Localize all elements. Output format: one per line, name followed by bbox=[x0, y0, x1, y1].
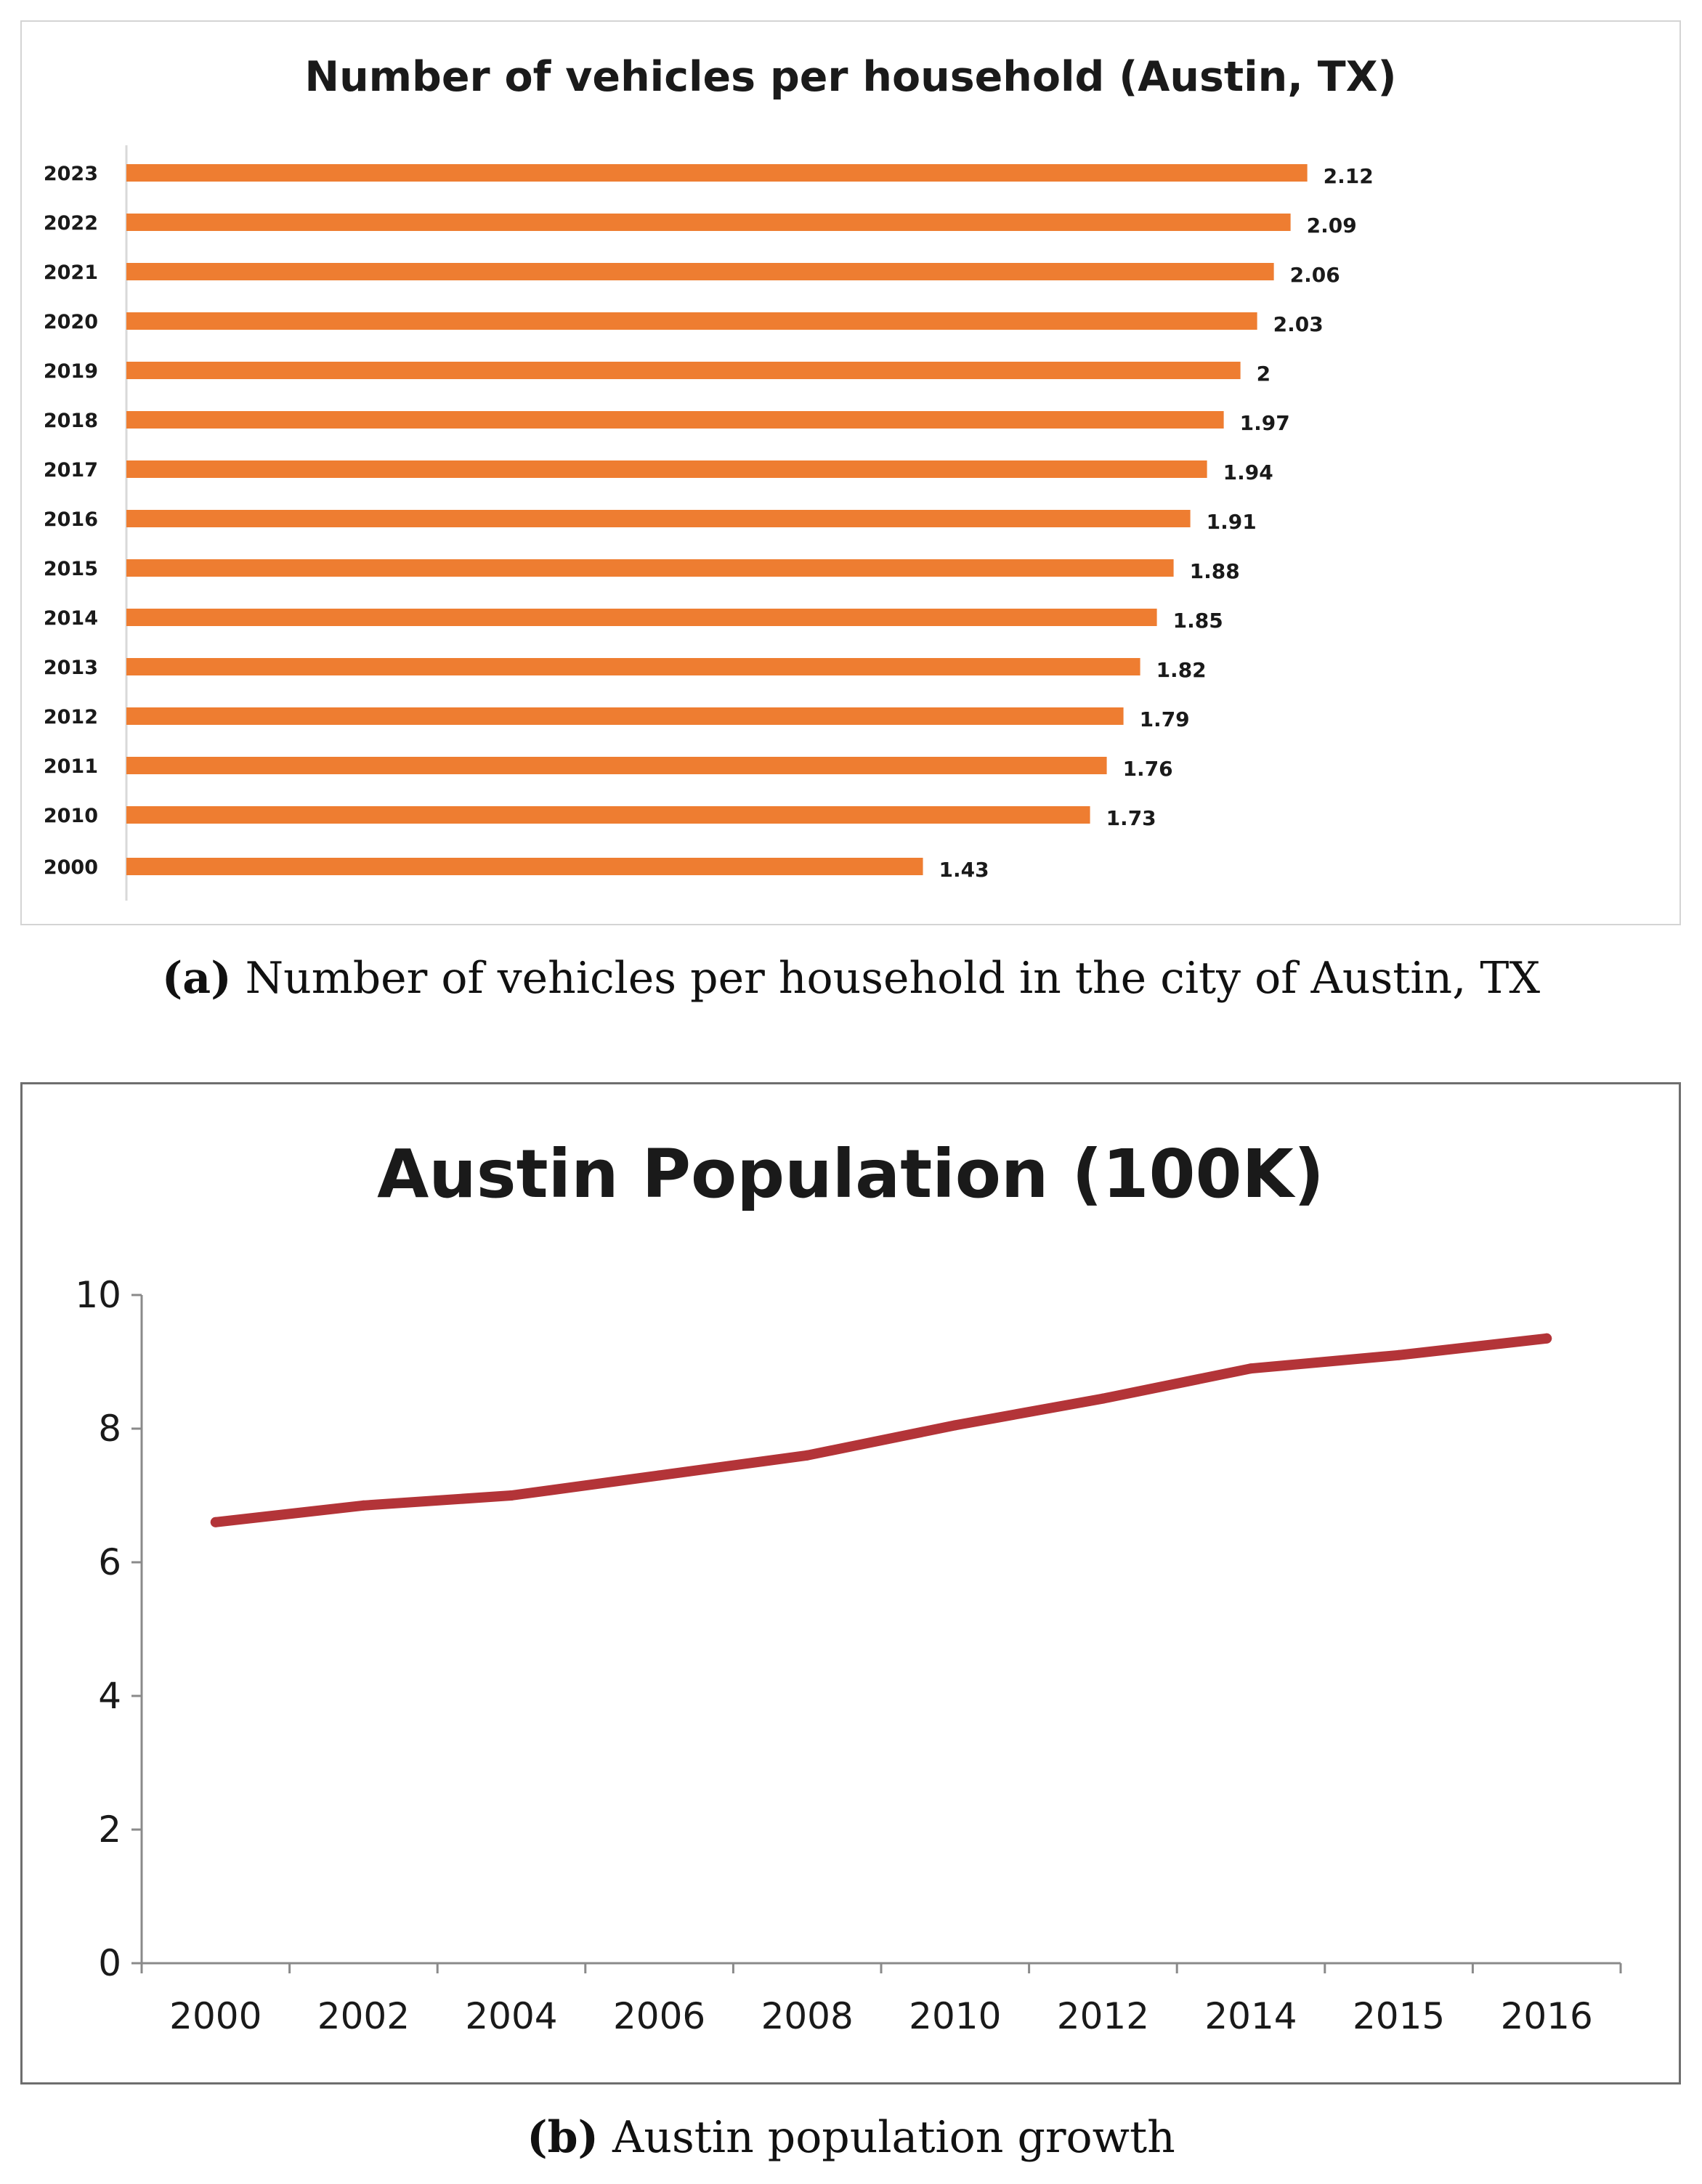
chart-a-bar bbox=[126, 263, 1274, 280]
caption-a: (a) Number of vehicles per household in … bbox=[0, 953, 1702, 1004]
chart-a-y-tick-label: 2023 bbox=[44, 163, 98, 185]
chart-b-y-tick-label: 10 bbox=[75, 1274, 121, 1316]
chart-a-y-tick-label: 2000 bbox=[44, 856, 98, 879]
chart-a-y-tick-label: 2019 bbox=[44, 360, 98, 383]
chart-a-y-tick-label: 2010 bbox=[44, 805, 98, 827]
chart-a-bar bbox=[126, 214, 1291, 231]
chart-a-data-label: 2.09 bbox=[1307, 214, 1357, 238]
chart-a-data-label: 1.79 bbox=[1140, 707, 1190, 731]
chart-a-bar bbox=[126, 806, 1090, 824]
chart-a-bar bbox=[126, 164, 1308, 182]
caption-b: (b) Austin population growth bbox=[0, 2112, 1702, 2163]
vehicles-bar-chart: Number of vehicles per household (Austin… bbox=[44, 53, 1397, 901]
chart-b-x-tick-label: 2016 bbox=[1501, 1995, 1593, 2037]
chart-a-data-label: 2.03 bbox=[1273, 312, 1324, 336]
chart-b-point bbox=[654, 1470, 665, 1481]
chart-a-data-label: 1.94 bbox=[1223, 460, 1273, 484]
chart-b-point bbox=[358, 1500, 369, 1511]
chart-a-y-tick-label: 2022 bbox=[44, 212, 98, 235]
chart-b-x-tick-label: 2015 bbox=[1353, 1995, 1445, 2037]
chart-b-point bbox=[506, 1490, 516, 1501]
chart-a-data-label: 1.88 bbox=[1190, 559, 1240, 583]
chart-a-bar bbox=[126, 757, 1107, 774]
vehicles-chart-panel: Number of vehicles per household (Austin… bbox=[20, 20, 1681, 925]
chart-a-bar bbox=[126, 858, 923, 875]
chart-a-y-tick-label: 2013 bbox=[44, 657, 98, 679]
chart-a-bar bbox=[126, 609, 1157, 626]
chart-b-point bbox=[1098, 1393, 1109, 1404]
chart-a-bar bbox=[126, 658, 1140, 675]
chart-a-data-label: 1.43 bbox=[939, 858, 989, 882]
population-chart-panel: Austin Population (100K) 0 2 4 6 8 10 2000 2002… bbox=[20, 1082, 1681, 2084]
chart-b-x-tick-label: 2010 bbox=[909, 1995, 1001, 2037]
chart-a-data-label: 1.85 bbox=[1173, 609, 1223, 633]
chart-a-y-tick-label: 2015 bbox=[44, 558, 98, 580]
chart-b-y-tick-label: 2 bbox=[98, 1809, 121, 1851]
chart-a-data-label: 1.82 bbox=[1156, 658, 1207, 682]
chart-b-y-tick-label: 8 bbox=[98, 1408, 121, 1450]
chart-a-y-tick-label: 2014 bbox=[44, 607, 98, 630]
chart-a-data-label: 2.06 bbox=[1290, 263, 1340, 287]
caption-a-text: Number of vehicles per household in the … bbox=[245, 953, 1541, 1004]
chart-a-y-tick-label: 2012 bbox=[44, 706, 98, 728]
chart-a-y-tick-label: 2011 bbox=[44, 755, 98, 778]
caption-b-text: Austin population growth bbox=[612, 2112, 1175, 2163]
chart-b-x-tick-label: 2004 bbox=[465, 1995, 557, 2037]
chart-a-data-label: 1.76 bbox=[1123, 757, 1173, 781]
chart-b-y-tick-label: 4 bbox=[98, 1675, 121, 1717]
chart-a-data-label: 1.91 bbox=[1207, 510, 1257, 534]
chart-b-point bbox=[1246, 1363, 1256, 1374]
chart-b-y-tick-label: 0 bbox=[98, 1942, 121, 1984]
chart-a-bar bbox=[126, 707, 1124, 725]
chart-a-y-tick-label: 2016 bbox=[44, 508, 98, 531]
chart-b-x-tick-label: 2000 bbox=[169, 1995, 262, 2037]
chart-a-bar bbox=[126, 312, 1257, 330]
chart-a-y-tick-label: 2021 bbox=[44, 261, 98, 284]
chart-b-x-tick-label: 2008 bbox=[761, 1995, 854, 2037]
chart-a-data-label: 1.97 bbox=[1240, 411, 1290, 435]
chart-b-series-line bbox=[210, 1333, 1552, 1527]
chart-a-y-tick-label: 2020 bbox=[44, 311, 98, 333]
caption-b-tag: (b) bbox=[527, 2112, 599, 2163]
population-line-chart: Austin Population (100K) 0 2 4 6 8 10 2000 2002… bbox=[75, 1135, 1622, 2037]
chart-a-y-tick-label: 2018 bbox=[44, 410, 98, 432]
chart-a-bar bbox=[126, 510, 1191, 527]
chart-b-title: Austin Population (100K) bbox=[377, 1135, 1324, 1213]
chart-b-x-tick-label: 2014 bbox=[1204, 1995, 1297, 2037]
chart-a-y-tick-label: 2017 bbox=[44, 459, 98, 482]
chart-b-point bbox=[210, 1517, 221, 1527]
chart-a-data-label: 2.12 bbox=[1324, 164, 1374, 188]
chart-a-bar bbox=[126, 460, 1207, 478]
chart-a-bar bbox=[126, 559, 1174, 577]
chart-b-point bbox=[1393, 1349, 1404, 1360]
chart-b-x-tick-label: 2006 bbox=[613, 1995, 705, 2037]
chart-b-x-tick-label: 2002 bbox=[317, 1995, 410, 2037]
chart-b-x-tick-label: 2012 bbox=[1057, 1995, 1149, 2037]
chart-a-bar bbox=[126, 411, 1224, 429]
chart-b-y-tick-label: 6 bbox=[98, 1541, 121, 1583]
chart-a-bar bbox=[126, 362, 1241, 379]
chart-a-data-label: 1.73 bbox=[1106, 806, 1156, 830]
chart-a-data-label: 2 bbox=[1257, 362, 1271, 386]
chart-b-point bbox=[1541, 1333, 1552, 1344]
caption-a-tag: (a) bbox=[161, 953, 232, 1004]
chart-b-point bbox=[802, 1450, 813, 1461]
chart-a-title: Number of vehicles per household (Austin… bbox=[304, 53, 1396, 101]
chart-b-point bbox=[949, 1420, 960, 1431]
